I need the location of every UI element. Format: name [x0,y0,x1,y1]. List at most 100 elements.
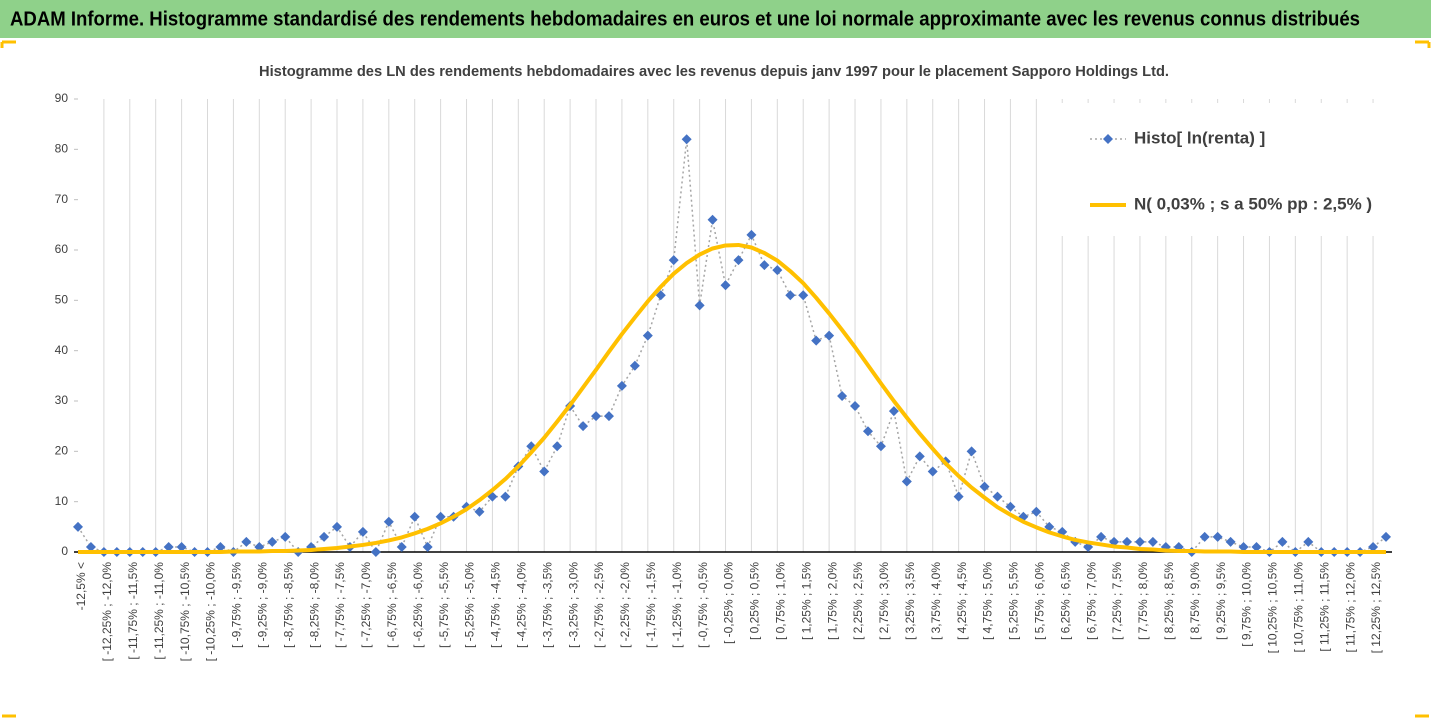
x-tick-label: [ -9,75% ; -9,5% [230,562,244,648]
x-tick-label: [ 6,25% ; 6,5% [1058,562,1072,640]
data-point [215,541,226,552]
x-tick-label: [ -2,25% ; -2,0% [618,562,632,648]
data-point [1134,536,1145,547]
data-point [772,265,783,276]
x-tick-label: [ 4,25% ; 4,5% [955,562,969,640]
data-point [591,411,602,422]
data-point [241,536,252,547]
x-tick-label: [ 3,75% ; 4,0% [929,562,943,640]
chart-title: Histogramme des LN des rendements hebdom… [259,63,1169,80]
x-tick-label: [ 8,75% ; 9,0% [1188,562,1202,640]
data-point [850,401,861,412]
data-point [616,380,627,391]
data-point [1121,536,1132,547]
header-bar [0,0,1431,38]
x-tick-label: [ 3,25% ; 3,5% [903,562,917,640]
data-point [474,506,485,517]
x-tick-label: [ -9,25% ; -9,0% [255,562,269,648]
x-tick-label: -12,5% < [74,562,88,610]
data-point [824,330,835,341]
data-point [176,541,187,552]
x-tick-label: [ -5,25% ; -5,0% [463,562,477,648]
x-tick-label: [ -11,75% ; -11,5% [126,562,140,660]
data-point [837,390,848,401]
x-tick-label: [ 10,75% ; 11,0% [1292,562,1306,653]
data-point [332,521,343,532]
x-tick-label: [ 10,25% ; 10,5% [1266,562,1280,654]
data-point [435,511,446,522]
data-point [552,441,563,452]
x-tick-label: [ -4,25% ; -4,0% [514,562,528,648]
x-tick-label: [ -3,25% ; -3,0% [566,562,580,648]
data-point [1212,531,1223,542]
x-tick-label: [ -8,25% ; -8,0% [307,562,321,648]
data-point [1251,541,1262,552]
legend-label: N( 0,03% ; s a 50% pp : 2,5% ) [1134,194,1372,213]
data-point [163,541,174,552]
x-tick-label: [ -6,25% ; -6,0% [411,562,425,648]
data-point [914,451,925,462]
y-tick-label: 40 [55,343,69,357]
data-point [668,255,679,266]
x-tick-label: [ -0,75% ; -0,5% [696,562,710,648]
x-tick-label: [ 7,75% ; 8,0% [1136,562,1150,640]
data-point [1147,536,1158,547]
x-tick-label: [ -12,25% ; -12,0% [100,562,114,662]
data-point [280,531,291,542]
data-point [1368,541,1379,552]
x-tick-label: [ 9,75% ; 10,0% [1240,562,1254,647]
data-point [629,360,640,371]
data-point [1238,541,1249,552]
data-point [992,491,1003,502]
data-point [578,421,589,432]
data-point [409,511,420,522]
x-tick-label: [ 6,75% ; 7,0% [1084,562,1098,640]
x-tick-label: [ 0,25% ; 0,5% [748,562,762,640]
data-point [539,466,550,477]
data-point [785,290,796,301]
x-tick-label: [ 2,25% ; 2,5% [851,562,865,640]
x-tick-label: [ 11,75% ; 12,0% [1343,562,1357,653]
header-title: ADAM Informe. Histogramme standardisé de… [10,8,1360,30]
data-point [707,214,718,225]
data-point [720,280,731,291]
x-tick-label: [ -10,75% ; -10,5% [178,562,192,662]
data-point [759,260,770,271]
data-point [1005,501,1016,512]
x-tick-label: [ 9,25% ; 9,5% [1214,562,1228,640]
legend-marker [1103,134,1113,144]
x-tick-label: [ -10,25% ; -10,0% [204,562,218,662]
y-tick-label: 10 [55,494,69,508]
data-point [746,229,757,240]
data-point [603,411,614,422]
data-point [862,426,873,437]
y-tick-label: 70 [55,192,69,206]
x-tick-label: [ 12,25% ; 12,5% [1369,562,1383,654]
data-point [979,481,990,492]
x-tick-label: [ -0,25% ; 0,0% [722,562,736,644]
legend-label: Histo[ ln(renta) ] [1134,128,1265,147]
x-tick-label: [ 2,75% ; 3,0% [877,562,891,640]
y-tick-label: 30 [55,393,69,407]
data-point [383,516,394,527]
x-tick-label: [ -7,25% ; -7,0% [359,562,373,648]
data-point [655,290,666,301]
x-tick-label: [ 7,25% ; 7,5% [1110,562,1124,640]
x-tick-label: [ 8,25% ; 8,5% [1162,562,1176,640]
y-tick-label: 80 [55,142,69,156]
data-point [888,406,899,417]
data-point [500,491,511,502]
data-point [1199,531,1210,542]
x-tick-label: [ -2,75% ; -2,5% [592,562,606,648]
corner-marks [0,40,1431,718]
data-point [1031,506,1042,517]
data-point [1225,536,1236,547]
y-tick-label: 20 [55,444,69,458]
data-point [966,446,977,457]
data-point [1303,536,1314,547]
x-tick-label: [ 5,75% ; 6,0% [1033,562,1047,640]
data-point [733,255,744,266]
data-point [1277,536,1288,547]
x-tick-label: [ -5,75% ; -5,5% [437,562,451,648]
